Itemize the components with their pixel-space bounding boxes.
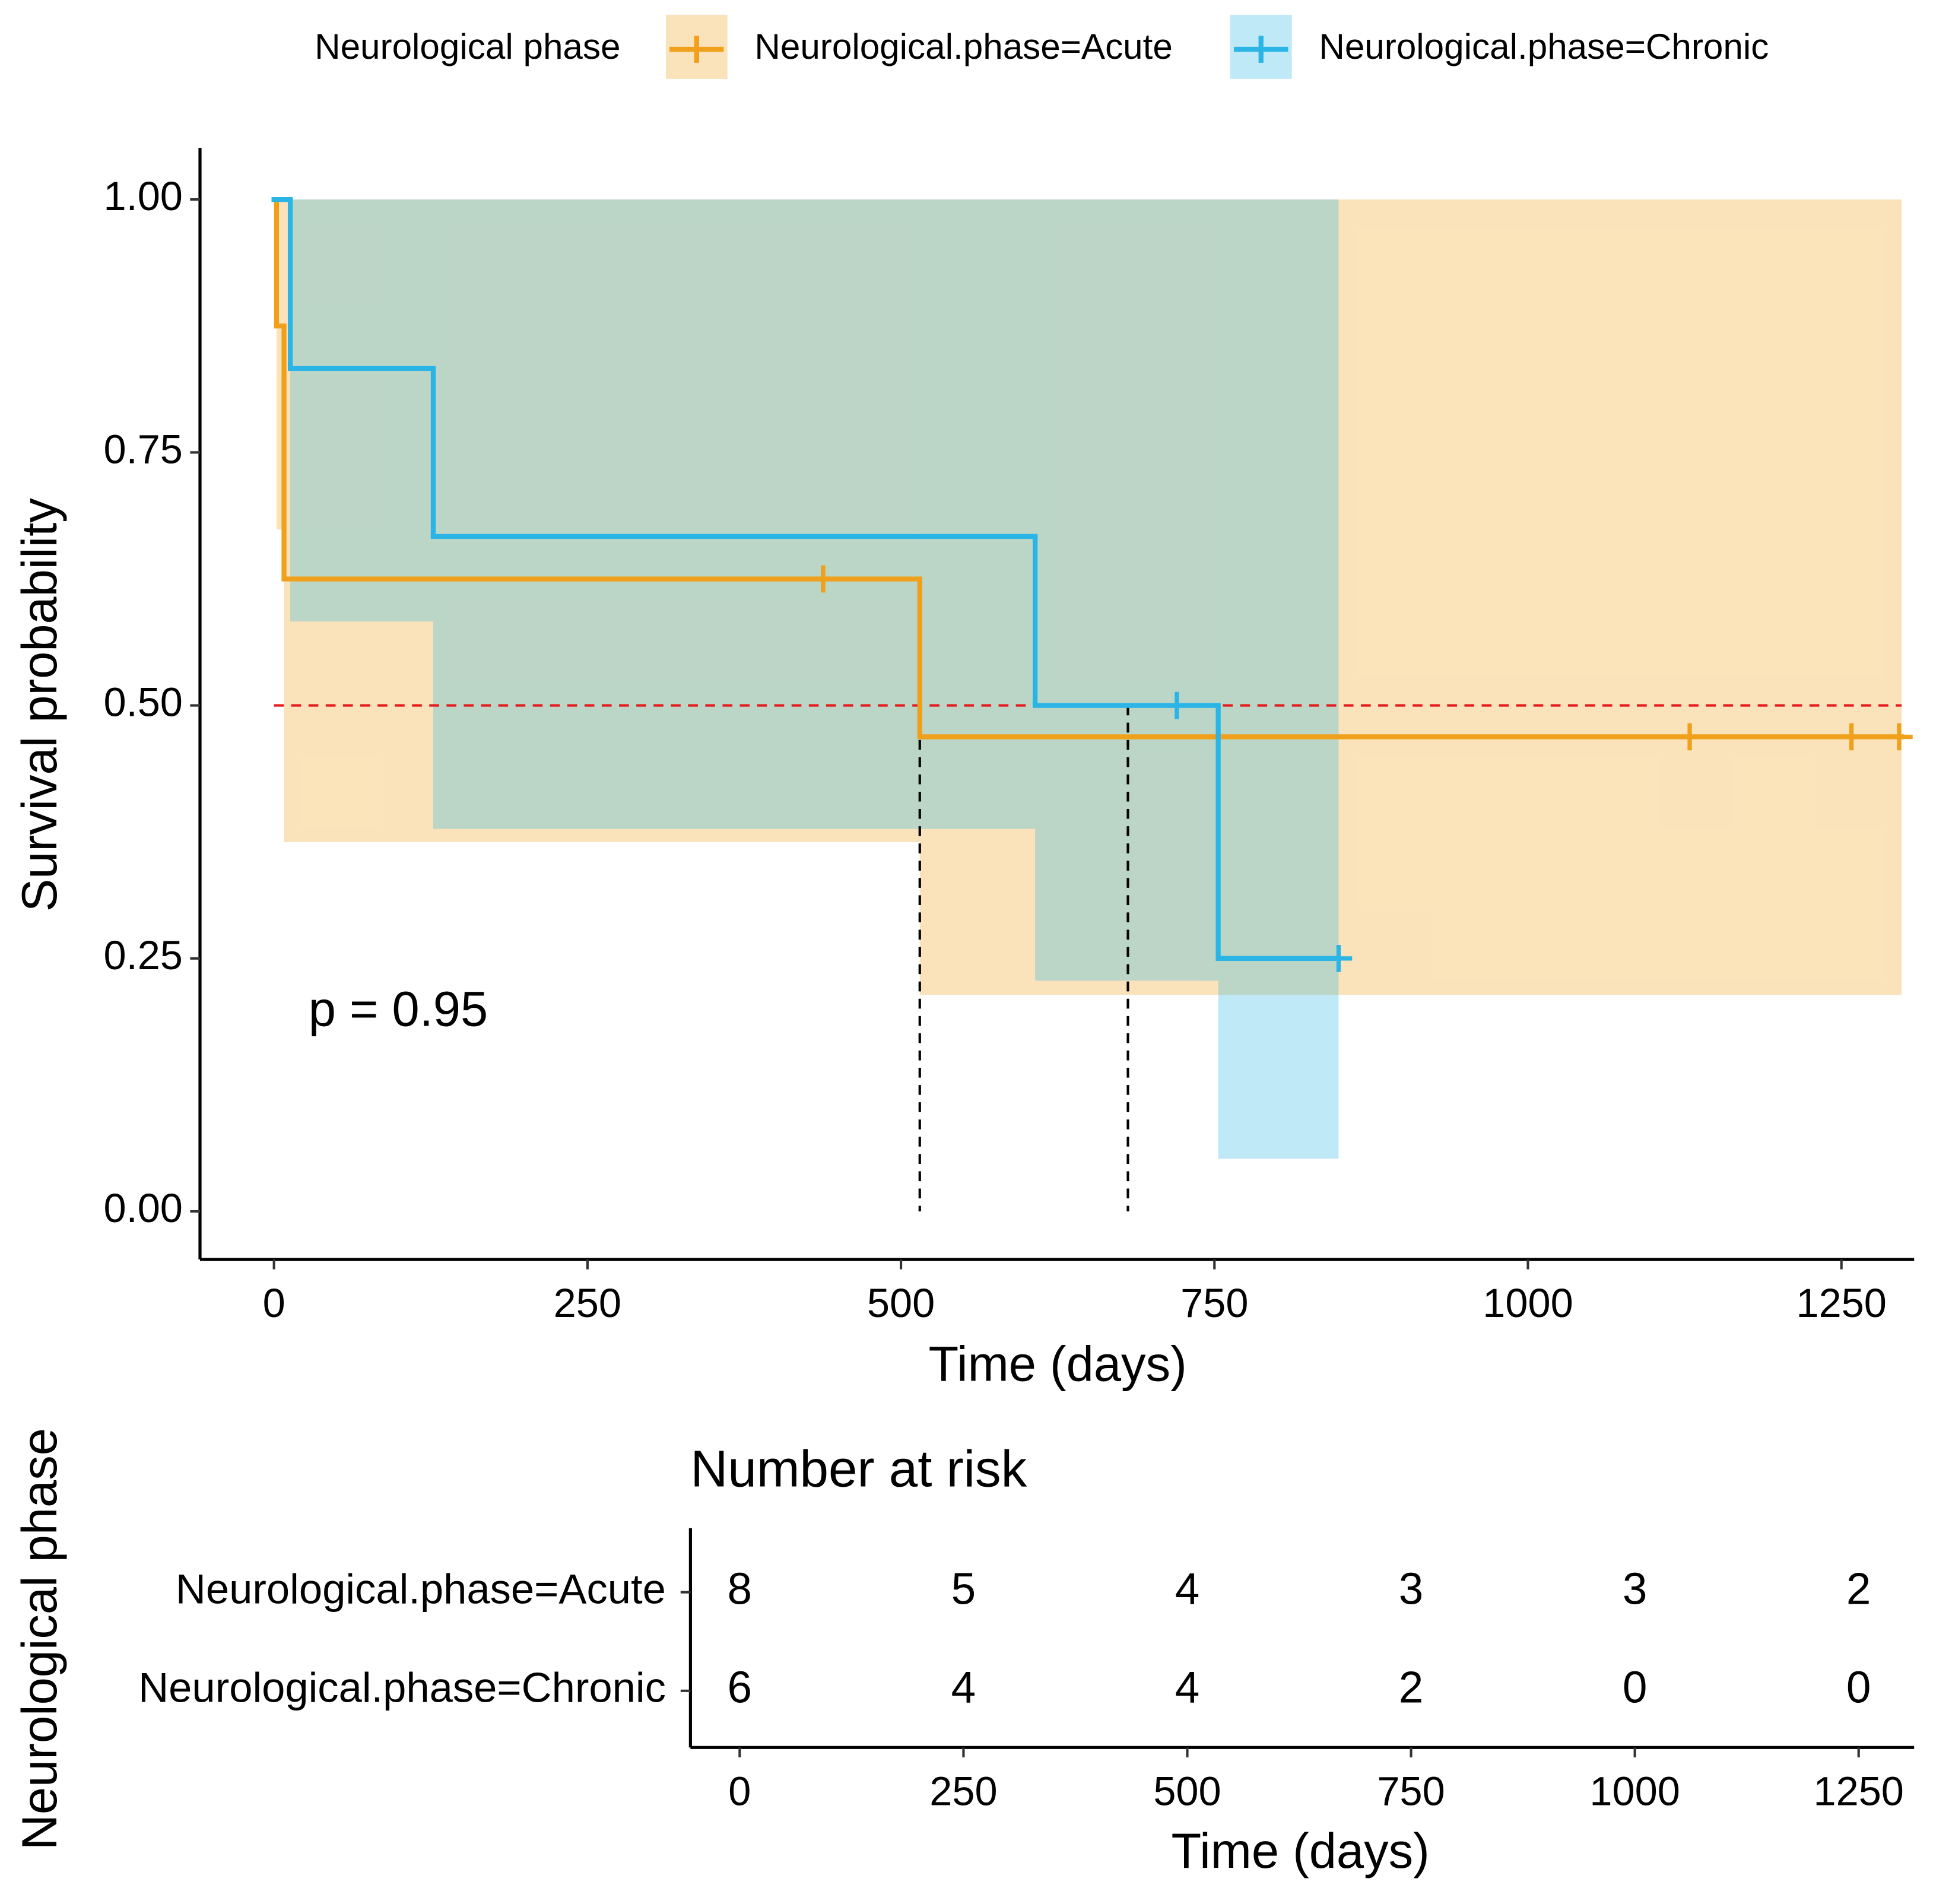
legend-title: Neurological phase (315, 26, 620, 66)
risk-count: 2 (1399, 1662, 1424, 1712)
risk-x-tick-label: 750 (1377, 1768, 1445, 1814)
censor-mark (810, 565, 837, 593)
risk-count: 2 (1846, 1563, 1871, 1613)
censor-mark (1837, 723, 1865, 751)
risk-row-label: Neurological.phase=Acute (176, 1565, 666, 1612)
censor-mark (1886, 723, 1913, 751)
legend-label: Neurological.phase=Acute (754, 26, 1173, 66)
censor-mark (1676, 723, 1703, 751)
x-axis-title: Time (days) (929, 1337, 1187, 1392)
p-value: p = 0.95 (309, 982, 488, 1037)
risk-x-axis-title: Time (days) (1172, 1823, 1430, 1878)
y-tick-label: 0.75 (104, 426, 183, 472)
confidence-band (1218, 199, 1339, 1159)
risk-x-tick-label: 1000 (1589, 1768, 1680, 1814)
legend-key-line (669, 36, 724, 63)
risk-x-tick-label: 0 (728, 1768, 751, 1814)
legend-key-line (1234, 36, 1288, 63)
risk-x-tick-label: 1250 (1814, 1768, 1904, 1814)
confidence-band (290, 199, 433, 622)
y-axis-title: Survival probability (12, 498, 67, 912)
censor-mark (1163, 691, 1191, 719)
risk-count: 8 (728, 1563, 753, 1613)
y-tick-label: 0.00 (104, 1185, 183, 1231)
risk-x-tick-label: 250 (929, 1768, 997, 1814)
risk-row-label: Neurological.phase=Chronic (138, 1664, 666, 1711)
x-tick-label: 1000 (1483, 1280, 1573, 1326)
confidence-band (919, 199, 1902, 995)
risk-count: 6 (728, 1662, 753, 1712)
confidence-band (284, 199, 920, 842)
x-tick-label: 0 (263, 1280, 285, 1326)
y-tick-label: 0.25 (104, 932, 183, 978)
y-tick-label: 1.00 (104, 173, 183, 219)
risk-table-title: Number at risk (690, 1440, 1027, 1497)
risk-count: 0 (1623, 1662, 1648, 1712)
risk-count: 4 (1175, 1662, 1200, 1712)
x-tick-label: 500 (867, 1280, 935, 1326)
risk-y-axis-title: Neurological phase (12, 1428, 67, 1850)
y-tick-label: 0.50 (104, 680, 183, 725)
confidence-band (1035, 199, 1218, 981)
risk-count: 4 (951, 1662, 976, 1712)
legend-label: Neurological.phase=Chronic (1319, 26, 1769, 66)
risk-count: 3 (1399, 1563, 1424, 1613)
x-tick-label: 1250 (1796, 1280, 1886, 1326)
risk-count: 5 (951, 1563, 976, 1613)
risk-x-tick-label: 500 (1153, 1768, 1221, 1814)
censor-mark (1325, 944, 1353, 972)
x-tick-label: 750 (1180, 1280, 1248, 1326)
confidence-band (433, 199, 1036, 829)
risk-count: 3 (1623, 1563, 1648, 1613)
risk-count: 4 (1175, 1563, 1200, 1613)
x-tick-label: 250 (554, 1280, 621, 1326)
risk-count: 0 (1846, 1662, 1871, 1712)
